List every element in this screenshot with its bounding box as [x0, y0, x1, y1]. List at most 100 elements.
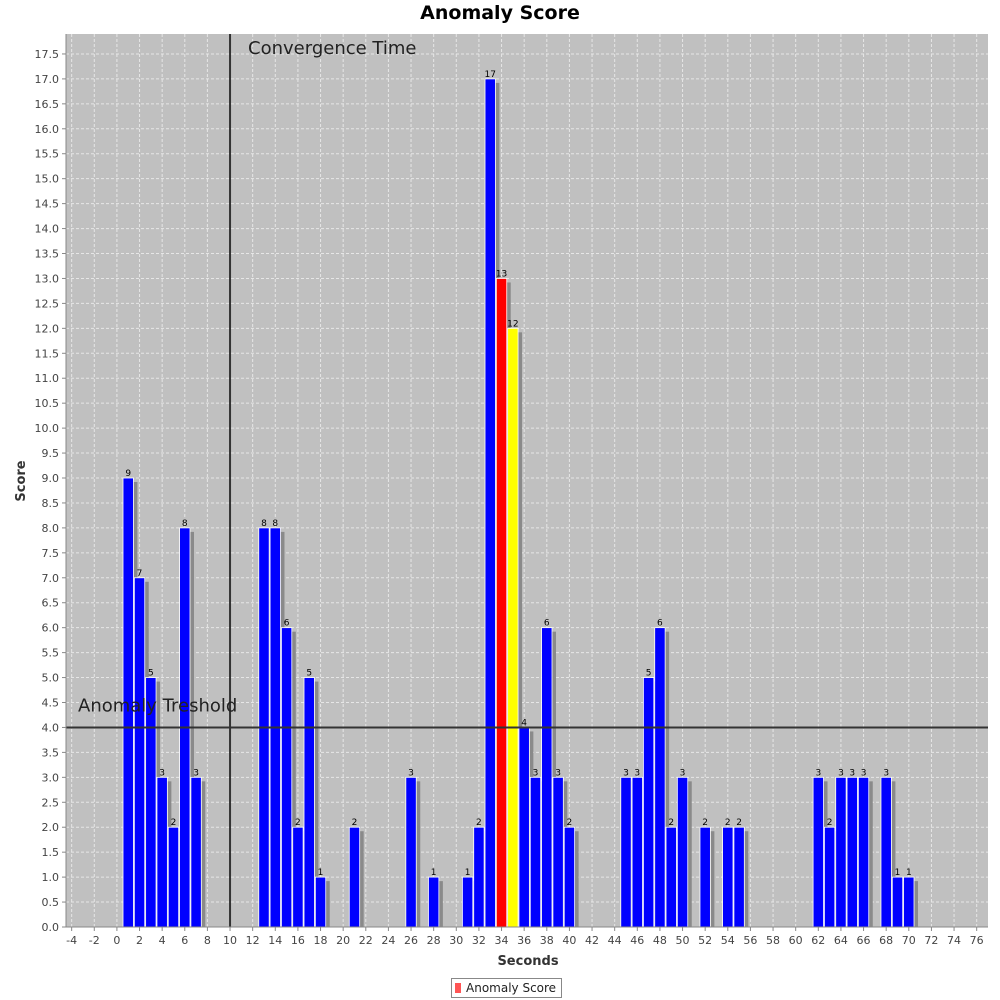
x-tick-label: 52: [698, 934, 712, 947]
bar: [552, 776, 564, 928]
x-tick-label: 70: [902, 934, 916, 947]
y-tick-label: 1.5: [42, 846, 60, 859]
bar-value-label: 3: [634, 768, 640, 778]
bar-value-label: 8: [272, 519, 278, 529]
x-tick-label: 40: [562, 934, 576, 947]
bar: [495, 278, 508, 928]
y-tick-label: 15.5: [35, 148, 60, 161]
bar: [631, 776, 643, 928]
x-tick-label: 6: [181, 934, 188, 947]
bar: [484, 78, 496, 928]
x-tick-label: 10: [223, 934, 237, 947]
x-axis-title: Seconds: [497, 954, 558, 969]
bar: [348, 826, 361, 928]
y-tick-label: 8.5: [42, 497, 60, 510]
y-axis-title: Score: [14, 460, 29, 501]
x-tick-label: 12: [246, 934, 260, 947]
x-tick-label: 68: [879, 934, 893, 947]
y-tick-label: 11.5: [35, 347, 60, 360]
bar-value-label: 2: [736, 818, 742, 828]
bar: [280, 627, 293, 928]
y-tick-label: 10.5: [35, 397, 60, 410]
y-tick-label: 4.5: [42, 697, 60, 710]
bar: [824, 826, 836, 928]
bar-value-label: 2: [476, 818, 482, 828]
bar-value-label: 8: [261, 519, 267, 529]
x-tick-label: 14: [268, 934, 282, 947]
y-tick-label: 15.0: [35, 173, 60, 186]
bar-value-label: 7: [137, 569, 143, 579]
x-tick-label: 60: [789, 934, 803, 947]
y-tick-label: 1.0: [42, 871, 60, 884]
x-tick-label: 28: [427, 934, 441, 947]
bar: [303, 677, 315, 928]
x-tick-label: 20: [336, 934, 350, 947]
x-tick-label: 72: [924, 934, 938, 947]
y-tick-label: 5.5: [42, 647, 60, 660]
bar-value-label: 3: [555, 768, 561, 778]
bar: [190, 776, 202, 928]
y-tick-label: 5.0: [42, 672, 60, 685]
bar-value-label: 2: [725, 818, 731, 828]
bar-value-label: 3: [680, 768, 686, 778]
bar: [643, 677, 655, 928]
y-tick-label: 7.5: [42, 547, 60, 560]
x-tick-label: 76: [970, 934, 984, 947]
y-tick-label: 3.5: [42, 746, 60, 759]
y-tick-label: 2.5: [42, 796, 60, 809]
y-tick-label: 17.0: [35, 73, 60, 86]
x-tick-label: 46: [630, 934, 644, 947]
bar: [292, 826, 304, 928]
bar: [462, 876, 474, 928]
x-tick-label: 16: [291, 934, 305, 947]
bar: [473, 826, 485, 928]
bar-value-label: 2: [567, 818, 573, 828]
legend-swatch: [455, 983, 461, 993]
bar: [156, 776, 168, 928]
bar-value-label: 6: [657, 619, 663, 629]
bar: [903, 876, 915, 928]
x-tick-label: 36: [517, 934, 531, 947]
bar-value-label: 13: [496, 269, 507, 279]
anomaly-threshold-label: Anomaly Treshold: [78, 695, 237, 716]
bar-value-label: 2: [352, 818, 358, 828]
x-tick-label: 0: [113, 934, 120, 947]
x-tick-label: 8: [204, 934, 211, 947]
y-tick-label: 11.0: [35, 372, 60, 385]
bar-value-label: 1: [465, 868, 471, 878]
bar: [846, 776, 858, 928]
y-tick-label: 17.5: [35, 48, 60, 61]
y-tick-label: 13.5: [35, 248, 60, 261]
bar: [314, 876, 327, 928]
legend-label: Anomaly Score: [466, 981, 557, 995]
bar-value-label: 3: [533, 768, 539, 778]
bar: [733, 826, 745, 928]
x-tick-label: 54: [721, 934, 735, 947]
bar: [405, 776, 417, 928]
y-tick-label: 0.5: [42, 896, 60, 909]
bar: [835, 776, 847, 928]
bar: [880, 776, 892, 928]
bar: [654, 627, 666, 928]
bar-value-label: 12: [507, 319, 518, 329]
bar-value-label: 1: [431, 868, 437, 878]
bar: [541, 627, 553, 928]
x-tick-label: 38: [540, 934, 554, 947]
x-tick-label: 48: [653, 934, 667, 947]
y-tick-label: 3.0: [42, 771, 60, 784]
bar-value-label: 3: [849, 768, 855, 778]
y-tick-label: 4.0: [42, 721, 60, 734]
bar: [722, 826, 734, 928]
y-tick-label: 0.0: [42, 921, 60, 934]
bar: [620, 776, 632, 928]
y-tick-label: 8.0: [42, 522, 60, 535]
chart-title: Anomaly Score: [420, 2, 580, 24]
bar-value-label: 1: [906, 868, 912, 878]
x-tick-label: 18: [314, 934, 328, 947]
bar: [167, 826, 180, 928]
x-tick-label: 24: [381, 934, 395, 947]
bar-value-label: 3: [883, 768, 889, 778]
legend: Anomaly Score: [451, 978, 563, 998]
bar-value-label: 8: [182, 519, 188, 529]
